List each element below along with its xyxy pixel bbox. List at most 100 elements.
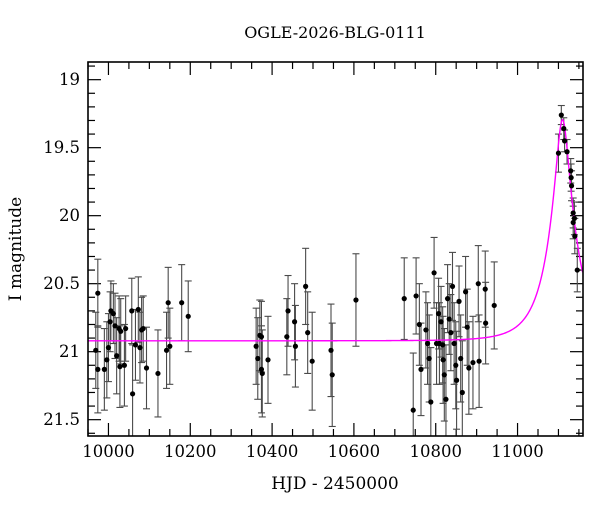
x-tick-label: 10600 bbox=[328, 442, 381, 461]
y-tick-label: 20.5 bbox=[43, 274, 80, 293]
data-point bbox=[259, 370, 265, 377]
data-point bbox=[255, 355, 261, 362]
data-point bbox=[423, 327, 429, 333]
data-point bbox=[568, 183, 575, 189]
data-point bbox=[329, 372, 335, 378]
data-layer bbox=[88, 104, 583, 436]
data-point bbox=[564, 149, 570, 155]
data-point bbox=[570, 210, 576, 216]
data-point bbox=[413, 293, 419, 299]
data-point bbox=[466, 365, 472, 371]
data-point bbox=[101, 366, 107, 372]
data-point bbox=[353, 297, 359, 303]
data-point bbox=[555, 150, 562, 156]
data-point bbox=[258, 334, 265, 340]
data-point bbox=[470, 359, 476, 366]
data-point bbox=[440, 357, 446, 363]
data-point bbox=[309, 358, 315, 364]
data-point bbox=[426, 355, 432, 362]
y-tick-label: 21.5 bbox=[43, 410, 80, 429]
data-point bbox=[418, 366, 424, 372]
data-point bbox=[401, 296, 407, 302]
data-point bbox=[483, 320, 489, 326]
data-point bbox=[456, 298, 462, 304]
data-point bbox=[441, 372, 447, 378]
data-point bbox=[292, 343, 299, 349]
data-point bbox=[143, 365, 150, 371]
x-tick-label: 11000 bbox=[491, 442, 544, 461]
data-point bbox=[482, 286, 488, 292]
data-point bbox=[476, 358, 482, 364]
data-point bbox=[435, 311, 442, 317]
data-point bbox=[440, 342, 446, 348]
data-point bbox=[443, 396, 449, 402]
data-point bbox=[428, 399, 434, 405]
data-point bbox=[129, 308, 135, 314]
data-point bbox=[140, 325, 146, 332]
data-point bbox=[416, 321, 422, 328]
plot-frame bbox=[87, 61, 584, 437]
data-point bbox=[112, 323, 118, 329]
x-tick-label: 10400 bbox=[246, 442, 299, 461]
data-point bbox=[265, 357, 271, 363]
x-tick-label: 10800 bbox=[409, 442, 462, 461]
data-point bbox=[132, 342, 139, 348]
data-point bbox=[121, 362, 128, 368]
data-point bbox=[305, 330, 311, 336]
data-point bbox=[568, 175, 574, 181]
data-point bbox=[458, 355, 464, 362]
y-axis-label: I magnitude bbox=[6, 197, 26, 301]
y-tick-label: 19 bbox=[59, 70, 80, 89]
data-point bbox=[93, 347, 99, 353]
data-point bbox=[179, 300, 185, 306]
y-tick-label: 20 bbox=[59, 206, 80, 225]
data-point bbox=[451, 340, 457, 347]
data-point bbox=[558, 112, 564, 118]
x-axis-label: HJD - 2450000 bbox=[271, 474, 399, 494]
data-point bbox=[448, 330, 454, 336]
data-point bbox=[137, 345, 143, 351]
data-point bbox=[163, 347, 170, 353]
data-point bbox=[568, 168, 574, 174]
data-point bbox=[449, 283, 456, 289]
data-point bbox=[185, 313, 191, 319]
data-point bbox=[117, 364, 123, 370]
data-point bbox=[475, 281, 481, 287]
data-point bbox=[459, 389, 465, 396]
data-point bbox=[95, 290, 101, 296]
data-point bbox=[410, 407, 416, 413]
data-point bbox=[572, 233, 578, 239]
x-tick-label: 10000 bbox=[82, 442, 135, 461]
data-point bbox=[123, 325, 129, 332]
data-point bbox=[328, 347, 334, 353]
data-point bbox=[571, 215, 578, 221]
data-point bbox=[491, 302, 497, 309]
data-point bbox=[574, 267, 580, 273]
data-point bbox=[253, 343, 259, 349]
model-curve bbox=[88, 118, 583, 342]
data-point bbox=[464, 324, 470, 330]
data-point bbox=[446, 316, 452, 322]
data-point bbox=[155, 370, 161, 377]
plot-content: 10000 10200 10400 10600 10800 11000 19 19.5 20 20… bbox=[43, 61, 584, 461]
data-point bbox=[118, 328, 124, 334]
data-point bbox=[462, 289, 469, 295]
data-point bbox=[104, 357, 110, 363]
data-point bbox=[135, 306, 141, 313]
y-tick-label: 21 bbox=[59, 342, 80, 361]
data-point bbox=[561, 138, 568, 144]
data-point bbox=[424, 340, 431, 347]
data-point bbox=[107, 319, 113, 325]
data-point bbox=[561, 126, 567, 132]
data-point bbox=[570, 219, 576, 226]
data-point bbox=[431, 270, 437, 276]
data-point bbox=[95, 366, 101, 372]
data-point bbox=[444, 296, 451, 302]
data-point bbox=[114, 353, 120, 359]
data-point bbox=[105, 345, 112, 351]
data-point bbox=[167, 343, 173, 349]
data-point bbox=[291, 319, 298, 325]
data-point bbox=[438, 319, 444, 325]
